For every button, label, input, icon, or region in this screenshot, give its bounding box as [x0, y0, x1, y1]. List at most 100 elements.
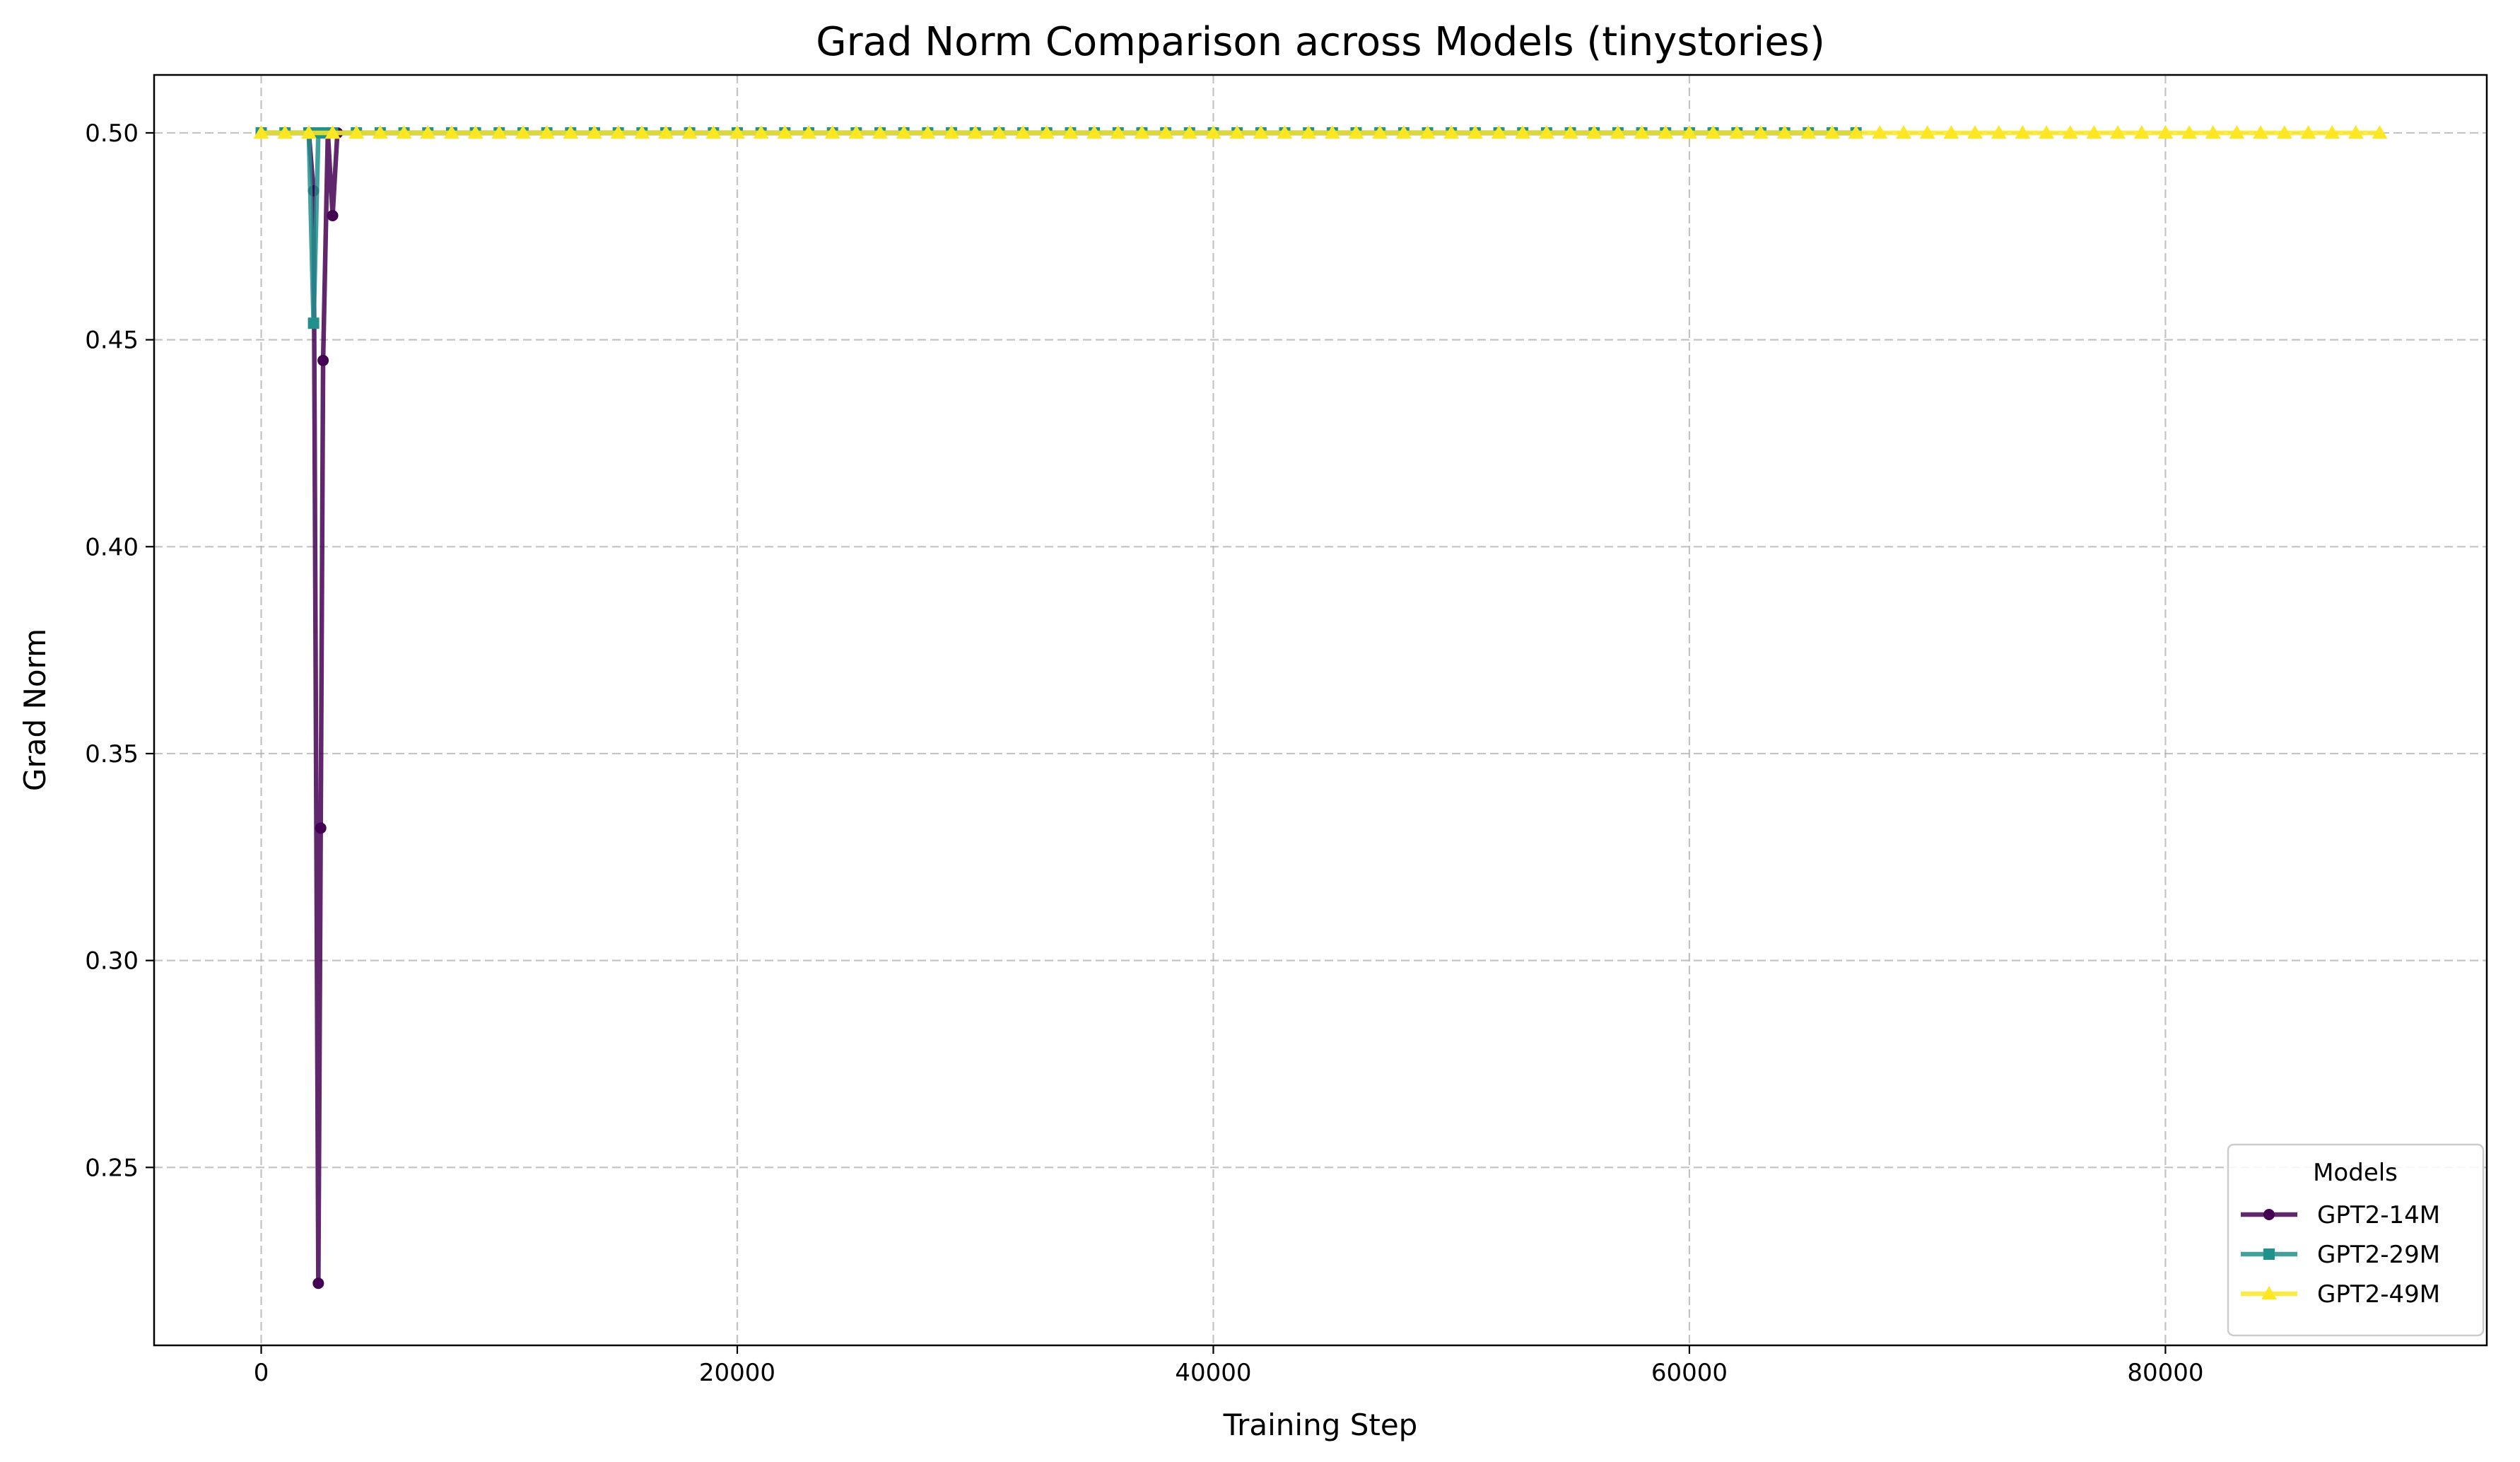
data-point-gpt2-14m	[317, 354, 329, 366]
data-point-gpt2-49m	[586, 124, 602, 139]
data-point-gpt2-49m	[2039, 124, 2055, 139]
data-point-gpt2-14m	[312, 1277, 324, 1290]
x-axis-label: Training Step	[1223, 1408, 1418, 1442]
chart-title: Grad Norm Comparison across Models (tiny…	[816, 19, 1825, 65]
data-point-gpt2-49m	[1681, 124, 1697, 139]
data-point-gpt2-49m	[348, 124, 365, 139]
data-point-gpt2-49m	[1634, 124, 1650, 139]
data-point-gpt2-49m	[1419, 124, 1436, 139]
x-tick-label: 80000	[2127, 1359, 2203, 1387]
data-point-gpt2-49m	[1491, 124, 1507, 139]
data-point-gpt2-14m	[315, 822, 327, 834]
data-point-gpt2-49m	[1848, 124, 1864, 139]
data-point-gpt2-49m	[1301, 124, 1317, 139]
data-point-gpt2-49m	[1967, 124, 1983, 139]
data-point-gpt2-49m	[1800, 124, 1817, 139]
data-point-gpt2-49m	[1324, 124, 1340, 139]
data-point-gpt2-49m	[491, 124, 508, 139]
data-point-gpt2-49m	[1776, 124, 1793, 139]
data-point-gpt2-49m	[2324, 124, 2340, 139]
data-point-gpt2-49m	[1919, 124, 1935, 139]
legend-marker	[2261, 1286, 2277, 1300]
data-point-gpt2-49m	[681, 124, 698, 139]
data-point-gpt2-49m	[1015, 124, 1031, 139]
data-point-gpt2-49m	[2015, 124, 2031, 139]
data-point-gpt2-49m	[277, 124, 293, 139]
data-point-gpt2-49m	[300, 124, 317, 139]
legend-entries: GPT2-14M GPT2-29M GPT2-49M	[2241, 1201, 2440, 1309]
data-point-gpt2-49m	[515, 124, 531, 139]
data-point-gpt2-49m	[777, 124, 793, 139]
data-point-gpt2-49m	[944, 124, 960, 139]
y-axis-label: Grad Norm	[18, 628, 52, 791]
data-point-gpt2-49m	[1896, 124, 1911, 139]
data-point-gpt2-49m	[2253, 124, 2269, 139]
data-point-gpt2-49m	[2229, 124, 2245, 139]
data-point-gpt2-49m	[1277, 124, 1293, 139]
data-point-gpt2-49m	[1158, 124, 1174, 139]
data-point-gpt2-49m	[705, 124, 722, 139]
data-point-gpt2-49m	[1991, 124, 2007, 139]
legend-label: GPT2-29M	[2317, 1241, 2440, 1269]
series-line-gpt2-14m	[261, 130, 1856, 1286]
data-point-gpt2-49m	[848, 124, 865, 139]
data-point-gpt2-49m	[872, 124, 889, 139]
legend-marker	[2263, 1248, 2275, 1260]
data-point-gpt2-14m	[327, 210, 339, 222]
data-point-gpt2-49m	[1253, 124, 1269, 139]
y-tick-label: 0.25	[85, 1154, 139, 1182]
data-point-gpt2-49m	[1729, 124, 1745, 139]
data-point-gpt2-49m	[1229, 124, 1246, 139]
data-point-gpt2-49m	[1586, 124, 1602, 139]
legend-label: GPT2-14M	[2317, 1201, 2440, 1229]
data-point-gpt2-49m	[443, 124, 459, 139]
series-gpt2-14m	[255, 127, 1862, 1290]
data-point-gpt2-49m	[2348, 124, 2364, 139]
data-point-gpt2-49m	[1372, 124, 1388, 139]
legend-label: GPT2-49M	[2317, 1280, 2440, 1309]
data-point-gpt2-49m	[1134, 124, 1150, 139]
data-point-gpt2-49m	[2300, 124, 2316, 139]
y-axis-ticks: 0.25 0.30 0.35 0.40 0.45 0.50	[85, 119, 154, 1182]
series-gpt2-49m	[253, 124, 2388, 139]
data-point-gpt2-49m	[610, 124, 626, 139]
data-point-gpt2-49m	[1943, 124, 1959, 139]
data-point-gpt2-49m	[2110, 124, 2126, 139]
data-point-gpt2-49m	[2372, 124, 2388, 139]
data-point-gpt2-49m	[1824, 124, 1840, 139]
data-point-gpt2-49m	[253, 124, 269, 139]
series-gpt2-29m	[255, 127, 1862, 329]
data-point-gpt2-49m	[824, 124, 840, 139]
legend-marker	[2263, 1209, 2275, 1220]
data-point-gpt2-49m	[563, 124, 579, 139]
y-tick-label: 0.35	[85, 740, 139, 768]
data-point-gpt2-49m	[991, 124, 1007, 139]
data-point-gpt2-49m	[1205, 124, 1221, 139]
plot-area-frame	[153, 74, 2488, 1347]
data-point-gpt2-49m	[1610, 124, 1626, 139]
data-point-gpt2-49m	[2086, 124, 2102, 139]
data-point-gpt2-49m	[1562, 124, 1578, 139]
data-point-gpt2-49m	[634, 124, 650, 139]
data-point-gpt2-49m	[2205, 124, 2221, 139]
data-point-gpt2-49m	[1062, 124, 1079, 139]
data-point-gpt2-49m	[2181, 124, 2198, 139]
data-point-gpt2-49m	[920, 124, 936, 139]
data-point-gpt2-49m	[753, 124, 769, 139]
data-point-gpt2-49m	[420, 124, 436, 139]
data-point-gpt2-49m	[2276, 124, 2292, 139]
x-tick-label: 40000	[1175, 1359, 1251, 1387]
data-point-gpt2-49m	[1658, 124, 1674, 139]
data-point-gpt2-49m	[467, 124, 484, 139]
data-point-gpt2-49m	[324, 124, 341, 139]
data-point-gpt2-49m	[1443, 124, 1460, 139]
data-point-gpt2-49m	[1110, 124, 1126, 139]
data-point-gpt2-49m	[372, 124, 388, 139]
x-axis-ticks: 0 20000 40000 60000 80000	[254, 1345, 2203, 1387]
series-layer	[253, 124, 2388, 1290]
y-tick-label: 0.40	[85, 533, 139, 561]
data-point-gpt2-49m	[1705, 124, 1721, 139]
data-point-gpt2-49m	[657, 124, 674, 139]
data-point-gpt2-49m	[1515, 124, 1531, 139]
